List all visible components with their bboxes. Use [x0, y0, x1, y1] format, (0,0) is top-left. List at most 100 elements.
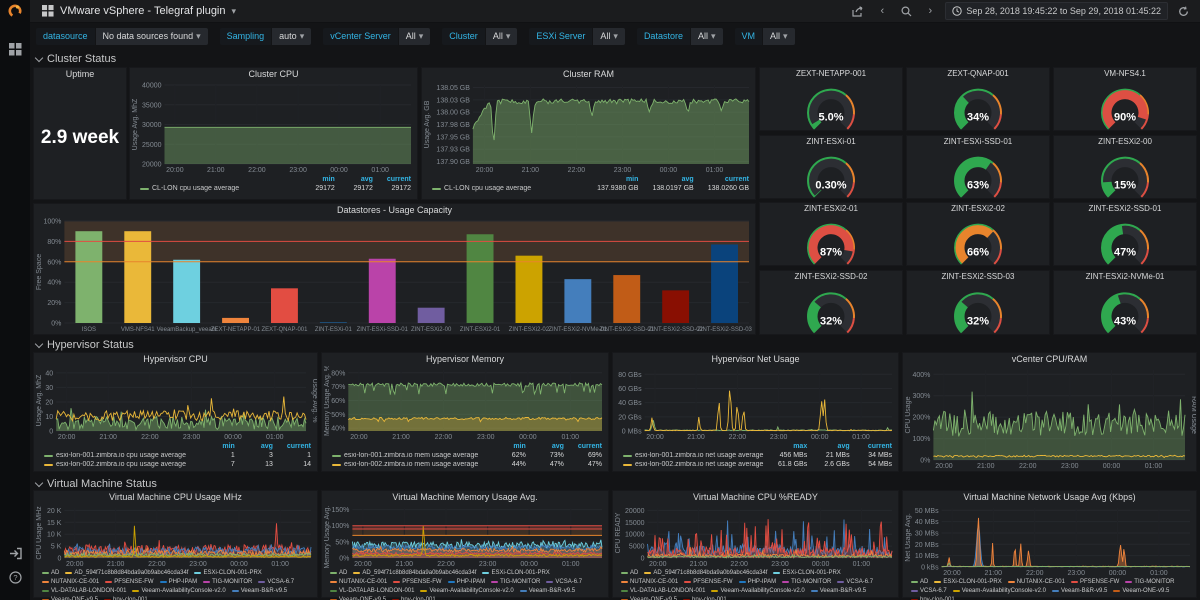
legend-item[interactable]: VCSA-6.7	[546, 578, 582, 586]
filter-value-dropdown[interactable]: All ▾	[593, 27, 625, 45]
bar-ZEXT-QNAP-001[interactable]	[271, 288, 298, 323]
legend-item[interactable]: AD	[911, 578, 928, 586]
legend-series-name[interactable]: esxi-lon-002.zimbra.io mem usage average	[332, 461, 488, 468]
legend-item[interactable]: AD_594f71c8b8d84bda9a0b9abc46cda34f	[644, 569, 767, 577]
legend-col-avg[interactable]: avg	[360, 176, 373, 183]
filter-value-dropdown[interactable]: All ▾	[690, 27, 723, 45]
legend-item[interactable]: PFSENSE-FW	[1070, 578, 1119, 586]
legend-item[interactable]: VCSA-6.7	[837, 578, 873, 586]
bar-ZINT-ESXi-SSD-01[interactable]	[368, 258, 396, 323]
plot-vm_cpu[interactable]: 0 5 K 10 K 15 K 20 K 20:00 21:00 22:00 23:00 00:0…	[34, 504, 317, 569]
gauge-title[interactable]: ZINT-ESXi-01	[806, 137, 856, 146]
legend-item[interactable]: VL-DATALAB-LONDON-001	[42, 587, 126, 595]
legend-item[interactable]: NUTANIX-CE-001	[621, 578, 678, 586]
gauge-title[interactable]: ZINT-ESXi2-SSD-01	[1088, 204, 1162, 213]
panel-title[interactable]: Virtual Machine CPU %READY	[693, 492, 818, 502]
legend-col-avg[interactable]: avg	[837, 443, 850, 450]
legend-col-avg[interactable]: avg	[681, 176, 694, 183]
bar-ISOS[interactable]	[75, 231, 103, 323]
legend-col-min[interactable]: min	[222, 443, 235, 450]
legend-item[interactable]: ESXi-CLON-001-PRX	[194, 569, 262, 577]
bar-ZINT-ESXi2-SSD-02[interactable]	[662, 290, 690, 323]
time-forward-icon[interactable]: ›	[928, 5, 933, 17]
legend-col-max[interactable]: max	[793, 443, 808, 450]
legend-item[interactable]: AD	[621, 569, 638, 577]
panel-title[interactable]: Datastores - Usage Capacity	[336, 205, 453, 215]
bar-ZINT-ESXi2-02[interactable]	[515, 255, 543, 323]
legend-item[interactable]: Veeam-AvailabilityConsole-v2.0	[420, 587, 514, 595]
bar-ZEXT-NETAPP-01[interactable]	[222, 317, 249, 323]
filter-value-dropdown[interactable]: All ▾	[398, 27, 431, 45]
plot-hyp_cpu[interactable]: 0 10 20 30 40 20:00 21:00 22:00 23:00 00:00 01:00 U…	[34, 366, 317, 442]
panel-title[interactable]: Cluster RAM	[562, 69, 614, 79]
plot-cluster_ram[interactable]: 137.90 GB 137.93 GB 137.95 GB 137.98 GB 138.…	[422, 81, 755, 175]
plot-vm_net[interactable]: 0 kBs 10 MBs 20 MBs 30 MBs 40 MBs 50 MBs 20:00…	[903, 504, 1196, 578]
plot-vm_ready[interactable]: 0 5000 10000 15000 20000 20:00 21:00 22:00 23:00…	[613, 504, 898, 569]
legend-item[interactable]: TIG-MONITOR	[782, 578, 831, 586]
panel-title[interactable]: Virtual Machine Memory Usage Avg.	[392, 492, 538, 502]
legend-item[interactable]: hpv-clon-001	[104, 596, 148, 600]
section-header-cluster-status[interactable]: Cluster Status	[34, 53, 116, 65]
legend-col-min[interactable]: min	[625, 176, 639, 183]
legend-item[interactable]: TIG-MONITOR	[203, 578, 252, 586]
legend-item[interactable]: Veeam-B&R-v9.5	[810, 587, 866, 595]
sign-in-icon[interactable]	[0, 540, 30, 566]
legend-item[interactable]: ESXi-CLON-001-PRX	[773, 569, 841, 577]
legend-item[interactable]: Veeam-ONE-v9.5	[330, 596, 386, 600]
legend-item[interactable]: Veeam-AvailabilityConsole-v2.0	[952, 587, 1046, 595]
filter-value-dropdown[interactable]: All ▾	[763, 27, 795, 45]
legend-item[interactable]: ESXi-CLON-001-PRX	[934, 578, 1002, 586]
bar-ZINT-ESXi2-NVMe-01[interactable]	[564, 279, 592, 323]
legend-item[interactable]: TIG-MONITOR	[1125, 578, 1175, 586]
bar-ZINT-ESXi-01[interactable]	[319, 322, 347, 323]
legend-col-current[interactable]: current	[286, 443, 311, 450]
gauge-title[interactable]: VM-NFS4.1	[1104, 69, 1146, 78]
legend-series-name[interactable]: esxi-lon-001.zimbra.io cpu usage average	[44, 452, 197, 459]
legend-item[interactable]: VCSA-6.7	[911, 587, 947, 595]
filter-value-dropdown[interactable]: All ▾	[485, 27, 518, 45]
refresh-icon[interactable]	[1174, 3, 1192, 19]
bar-ZINT-ESXi2-SSD-03[interactable]	[711, 244, 738, 323]
plot-hyp_mem[interactable]: 40% 50% 60% 70% 80% 20:00 21:00 22:00 23:00 00:00…	[322, 366, 608, 442]
help-icon[interactable]: ?	[0, 564, 30, 590]
legend-item[interactable]: AD_594f71c8b8d84bda9a0b9abc46cda34f	[65, 569, 188, 577]
grafana-logo[interactable]	[0, 0, 30, 22]
legend-item[interactable]: Veeam-ONE-v9.5	[42, 596, 98, 600]
legend-series-name[interactable]: esxi-lon-002.zimbra.io cpu usage average	[44, 461, 197, 468]
panel-title[interactable]: Hypervisor Memory	[425, 354, 504, 364]
gauge-title[interactable]: ZINT-ESXi2-00	[1098, 137, 1152, 146]
section-header-virtual-machine-status[interactable]: Virtual Machine Status	[34, 478, 157, 490]
plot-hyp_net[interactable]: 0 MBs 20 GBs 40 GBs 60 GBs 80 GBs 20:00 21:00 2…	[613, 366, 898, 442]
time-back-icon[interactable]: ‹	[880, 5, 885, 17]
panel-title[interactable]: Virtual Machine CPU Usage MHz	[109, 492, 242, 502]
legend-item[interactable]: PHP-IPAM	[447, 578, 485, 586]
legend-item[interactable]: AD	[330, 569, 347, 577]
gauge-title[interactable]: ZEXT-NETAPP-001	[795, 69, 867, 78]
legend-item[interactable]: Veeam-AvailabilityConsole-v2.0	[132, 587, 226, 595]
plot-cluster_cpu[interactable]: 20000 25000 30000 35000 40000 20:00 21:00 22:00…	[130, 81, 417, 175]
legend-item[interactable]: AD	[42, 569, 59, 577]
legend-item[interactable]: NUTANIX-CE-001	[1007, 578, 1065, 586]
legend-item[interactable]: ESXi-CLON-001-PRX	[482, 569, 550, 577]
filter-value-dropdown[interactable]: No data sources found ▾	[95, 27, 208, 45]
gauge-title[interactable]: ZEXT-QNAP-001	[947, 69, 1009, 78]
legend-item[interactable]: Veeam-B&R-v9.5	[519, 587, 575, 595]
dashboard-title-menu[interactable]: VMware vSphere - Telegraf plugin ▾	[42, 5, 236, 17]
panel-title[interactable]: Uptime	[65, 69, 95, 79]
gauge-title[interactable]: ZINT-ESXi2-SSD-03	[941, 272, 1015, 281]
legend-item[interactable]: NUTANIX-CE-001	[330, 578, 387, 586]
legend-item[interactable]: Veeam-AvailabilityConsole-v2.0	[711, 587, 805, 595]
legend-series-name[interactable]: CL-LON cpu usage average	[432, 185, 583, 192]
bar-VMS-NFS41[interactable]	[124, 231, 152, 323]
panel-title[interactable]: vCenter CPU/RAM	[1011, 354, 1088, 364]
panel-title[interactable]: Hypervisor Net Usage	[711, 354, 800, 364]
section-header-hypervisor-status[interactable]: Hypervisor Status	[34, 339, 134, 351]
gauge-title[interactable]: ZINT-ESXi-SSD-01	[943, 137, 1013, 146]
legend-item[interactable]: PFSENSE-FW	[105, 578, 154, 586]
legend-item[interactable]: NUTANIX-CE-001	[42, 578, 99, 586]
plot-vm_mem[interactable]: 0% 50% 100% 150% 20:00 21:00 22:00 23:00 00:00 01…	[322, 504, 608, 569]
panel-title[interactable]: Cluster CPU	[248, 69, 299, 79]
legend-item[interactable]: hpv-clon-001	[683, 596, 727, 600]
plot-vcenter[interactable]: 0% 100% 200% 300% 400% 20:00 21:00 22:00 23:00 00…	[903, 366, 1196, 471]
legend-item[interactable]: hpv-clon-001	[911, 596, 955, 600]
